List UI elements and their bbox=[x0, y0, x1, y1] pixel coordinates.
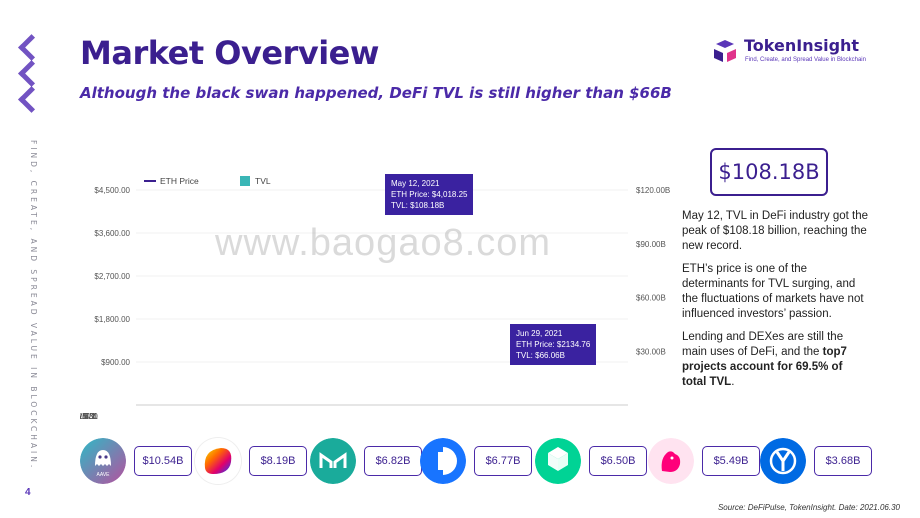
tokeninsight-logo-icon bbox=[714, 40, 736, 62]
peak-annotation: May 12, 2021 ETH Price: $4,018.25 TVL: $… bbox=[385, 174, 474, 215]
description-p3-a: Lending and DEXes are still the main use… bbox=[682, 331, 844, 358]
description-p1: May 12, TVL in DeFi industry got the pea… bbox=[682, 210, 869, 252]
description-p3-bold: top7 projects account for 69.5% of total… bbox=[682, 346, 847, 388]
protocol-tvl-value: $6.82B bbox=[364, 446, 422, 476]
compound-icon bbox=[535, 438, 581, 484]
maker-icon bbox=[310, 438, 356, 484]
y-right-tick-label: $120.00B bbox=[636, 186, 670, 195]
protocol-tvl-value: $10.54B bbox=[134, 446, 192, 476]
latest-annotation: Jun 29, 2021 ETH Price: $2134.76 TVL: $6… bbox=[510, 324, 597, 365]
x-tick-label: 2021/1/1 bbox=[80, 412, 96, 421]
protocol-tvl-value: $6.50B bbox=[589, 446, 647, 476]
legend-tvl-label: TVL bbox=[255, 176, 271, 186]
y-left-tick-label: $1,800.00 bbox=[94, 315, 130, 324]
latest-annotation-eth: ETH Price: $2134.76 bbox=[516, 340, 591, 349]
peak-annotation-eth: ETH Price: $4,018.25 bbox=[391, 190, 468, 199]
x-tick-label: 2021/1/31 bbox=[80, 412, 98, 421]
protocol-tvl-value: $6.77B bbox=[474, 446, 532, 476]
eth-tvl-chart: $900.00 $1,800.00 $2,700.00 $3,600.00 $4,500… bbox=[80, 160, 670, 421]
y-left-tick-label: $900.00 bbox=[101, 358, 130, 367]
x-tick-label: 2021/4/1 bbox=[80, 412, 96, 421]
source-note: Source: DeFiPulse, TokenInsight. Date: 2… bbox=[717, 503, 900, 512]
legend-eth-label: ETH Price bbox=[160, 176, 199, 186]
description-p3-end: . bbox=[731, 376, 735, 388]
chevron-decoration-icon bbox=[18, 60, 45, 87]
x-tick-label: 2021/5/31 bbox=[80, 412, 98, 421]
x-tick-label: 2021/6/30 bbox=[80, 412, 98, 421]
x-tick-label: 2021/5/1 bbox=[80, 412, 96, 421]
y-left-tick-label: $4,500.00 bbox=[94, 186, 130, 195]
y-right-tick-label: $30.00B bbox=[636, 347, 666, 356]
peak-tvl-highlight: $108.18B bbox=[710, 148, 828, 196]
page-subtitle: Although the black swan happened, DeFi T… bbox=[80, 84, 672, 102]
peak-annotation-date: May 12, 2021 bbox=[391, 179, 440, 188]
aave-icon: AAVE bbox=[80, 438, 126, 484]
protocol-tvl-value: $8.19B bbox=[249, 446, 307, 476]
latest-annotation-tvl: TVL: $66.06B bbox=[516, 351, 565, 360]
page-title: Market Overview bbox=[80, 34, 379, 72]
protocol-tvl-value: $5.49B bbox=[702, 446, 760, 476]
chevron-decoration-icon bbox=[18, 86, 45, 113]
curve-icon bbox=[195, 438, 241, 484]
tokeninsight-logo: TokenInsight Find, Create, and Spread Va… bbox=[712, 36, 892, 70]
uniswap-icon bbox=[648, 438, 694, 484]
watermark-text: www.baogao8.com bbox=[215, 222, 552, 264]
side-tagline: FIND, CREATE, AND SPREAD VALUE IN BLOCKC… bbox=[29, 140, 38, 471]
legend-tvl-swatch bbox=[240, 176, 250, 186]
instadapp-icon bbox=[420, 438, 466, 484]
aave-icon-label: AAVE bbox=[97, 472, 111, 478]
logo-tagline: Find, Create, and Spread Value in Blockc… bbox=[745, 57, 866, 63]
latest-annotation-date: Jun 29, 2021 bbox=[516, 329, 563, 338]
x-tick-label: 2021/3/2 bbox=[80, 412, 96, 421]
y-right-tick-label: $60.00B bbox=[636, 294, 666, 303]
page-number: 4 bbox=[25, 487, 31, 498]
description-p3: Lending and DEXes are still the main use… bbox=[682, 330, 868, 390]
yearn-icon bbox=[760, 438, 806, 484]
description-text: May 12, TVL in DeFi industry got the pea… bbox=[682, 209, 868, 398]
y-left-tick-label: $3,600.00 bbox=[94, 229, 130, 238]
protocol-tvl-value: $3.68B bbox=[814, 446, 872, 476]
y-right-tick-label: $90.00B bbox=[636, 240, 666, 249]
chevron-decoration-icon bbox=[18, 34, 45, 61]
description-p2: ETH’s price is one of the determinants f… bbox=[682, 263, 864, 320]
logo-name: TokenInsight bbox=[744, 36, 860, 55]
y-left-tick-label: $2,700.00 bbox=[94, 272, 130, 281]
peak-annotation-tvl: TVL: $108.18B bbox=[391, 201, 445, 210]
